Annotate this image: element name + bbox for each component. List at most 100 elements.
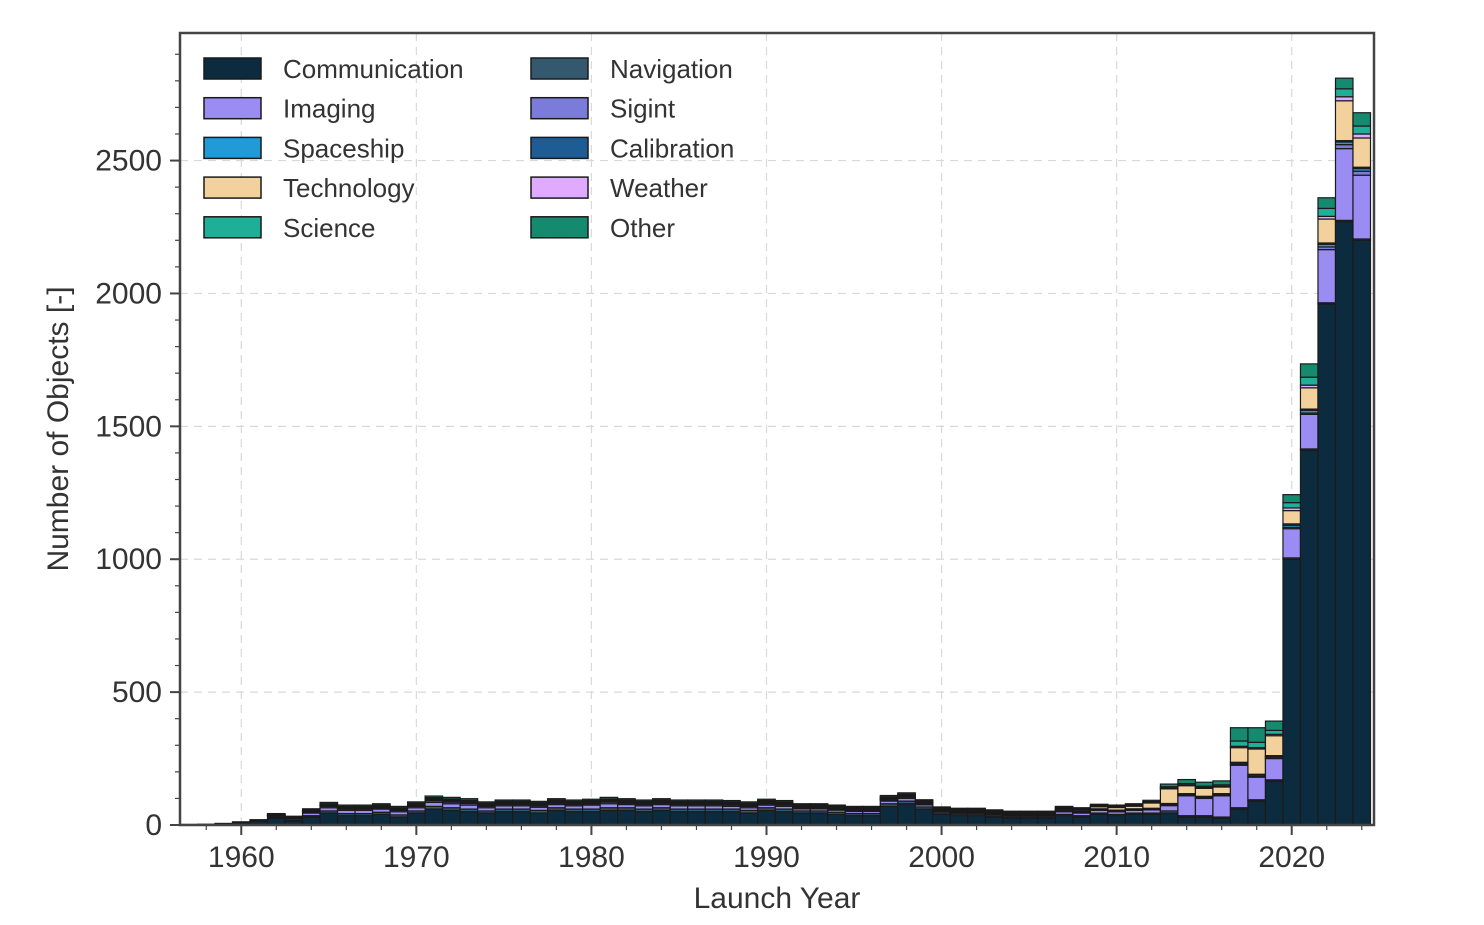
legend-item: Spaceship bbox=[203, 133, 404, 163]
bar-segment bbox=[1089, 803, 1109, 806]
bar-segment bbox=[1177, 778, 1197, 785]
x-tick-label: 2020 bbox=[1258, 841, 1325, 874]
bar-segment bbox=[862, 805, 881, 809]
bar-segment bbox=[1247, 748, 1267, 775]
bar-segment bbox=[564, 811, 584, 826]
bar-segment bbox=[459, 798, 479, 801]
bar-segment bbox=[442, 796, 461, 800]
bar-segment bbox=[547, 798, 566, 801]
bar-segment bbox=[1229, 808, 1249, 826]
grid-lines bbox=[180, 33, 1374, 825]
bar-segment bbox=[914, 799, 934, 802]
bar-segment bbox=[564, 799, 584, 802]
bar-segment bbox=[792, 803, 811, 806]
bar-segment bbox=[879, 805, 899, 826]
bar-segment bbox=[1212, 780, 1232, 786]
bar-segment bbox=[1352, 137, 1372, 168]
bar-segment bbox=[494, 799, 514, 802]
bar-segment bbox=[512, 799, 531, 802]
bar-segment bbox=[1299, 413, 1319, 450]
x-tick-label: 2000 bbox=[908, 841, 975, 874]
bar-segment bbox=[1247, 776, 1267, 801]
x-axis-label: Launch Year bbox=[694, 882, 861, 915]
legend-label: Science bbox=[283, 213, 376, 243]
legend-swatch bbox=[530, 176, 589, 199]
y-tick-label: 2500 bbox=[95, 145, 162, 178]
bars bbox=[179, 77, 1372, 826]
bar-segment bbox=[1264, 757, 1284, 781]
bar-segment bbox=[477, 801, 496, 804]
legend-label: Calibration bbox=[610, 133, 734, 163]
legend-label: Navigation bbox=[610, 54, 733, 84]
bar-segment bbox=[757, 798, 776, 802]
bar-segment bbox=[1142, 813, 1162, 826]
bar-segment bbox=[1002, 810, 1021, 813]
legend-label: Communication bbox=[283, 54, 464, 84]
bar-segment bbox=[1194, 781, 1214, 787]
bar-segment bbox=[634, 811, 654, 826]
legend-swatch bbox=[530, 136, 589, 160]
bar-segment bbox=[1299, 363, 1319, 378]
bar-segment bbox=[1334, 88, 1354, 98]
legend-swatch bbox=[203, 96, 262, 120]
legend: Communication Imaging Spaceship Technology S… bbox=[203, 54, 734, 243]
bar-segment bbox=[1229, 747, 1249, 763]
y-tick-label: 500 bbox=[112, 676, 162, 709]
legend-item: Sigint bbox=[530, 94, 676, 124]
legend-swatch bbox=[530, 216, 589, 239]
bar-segment bbox=[1212, 795, 1232, 818]
bar-segment bbox=[1072, 807, 1091, 810]
bar-segment bbox=[1194, 787, 1214, 797]
bar-segment bbox=[1282, 502, 1302, 509]
bar-segment bbox=[1107, 804, 1126, 807]
bar-segment bbox=[319, 812, 339, 826]
bar-segment bbox=[1177, 795, 1197, 817]
bar-segment bbox=[687, 799, 706, 802]
bar-segment bbox=[949, 807, 969, 810]
bar-segment bbox=[1299, 387, 1319, 410]
bar-segment bbox=[1142, 802, 1162, 809]
y-tick-label: 1000 bbox=[95, 543, 162, 576]
bar-segment bbox=[582, 811, 601, 826]
bar-segment bbox=[774, 811, 794, 826]
bar-segment bbox=[757, 809, 776, 826]
bar-segment bbox=[371, 803, 391, 806]
bar-segment bbox=[669, 799, 689, 802]
bar-segment bbox=[354, 804, 374, 807]
bar-segment bbox=[1334, 221, 1354, 826]
bar-segment bbox=[266, 812, 286, 815]
bar-segment bbox=[932, 813, 951, 826]
bar-segment bbox=[599, 809, 619, 826]
bar-segment bbox=[967, 815, 986, 826]
legend-item: Navigation bbox=[530, 54, 733, 84]
bar-segment bbox=[827, 804, 846, 807]
bar-segment bbox=[1264, 780, 1284, 826]
legend-swatch bbox=[203, 57, 262, 80]
legend-swatch bbox=[203, 216, 262, 239]
bar-segment bbox=[354, 815, 374, 826]
bar-segment bbox=[1229, 727, 1249, 742]
x-tick-label: 1970 bbox=[383, 841, 450, 874]
bar-segment bbox=[1229, 740, 1249, 747]
bar-segment bbox=[967, 807, 986, 810]
bar-segment bbox=[442, 809, 461, 826]
bar-segment bbox=[371, 813, 391, 826]
bar-segment bbox=[1264, 735, 1284, 757]
bar-segment bbox=[774, 799, 794, 803]
bar-segment bbox=[477, 812, 496, 826]
bar-segment bbox=[897, 792, 916, 795]
bar-segment bbox=[809, 812, 829, 826]
bar-segment bbox=[1334, 100, 1354, 142]
bar-segment bbox=[862, 815, 881, 826]
bar-segment bbox=[582, 798, 601, 802]
plot-frame bbox=[178, 31, 1376, 827]
bar-segment bbox=[792, 812, 811, 826]
bar-segment bbox=[634, 799, 654, 802]
bar-segment bbox=[1282, 528, 1302, 559]
bar-segment bbox=[231, 821, 251, 824]
bar-segment bbox=[1124, 803, 1144, 806]
bar-segment bbox=[1054, 815, 1074, 826]
bar-segment bbox=[1124, 813, 1144, 826]
bar-segment bbox=[1177, 785, 1197, 795]
legend-item: Weather bbox=[530, 173, 708, 203]
